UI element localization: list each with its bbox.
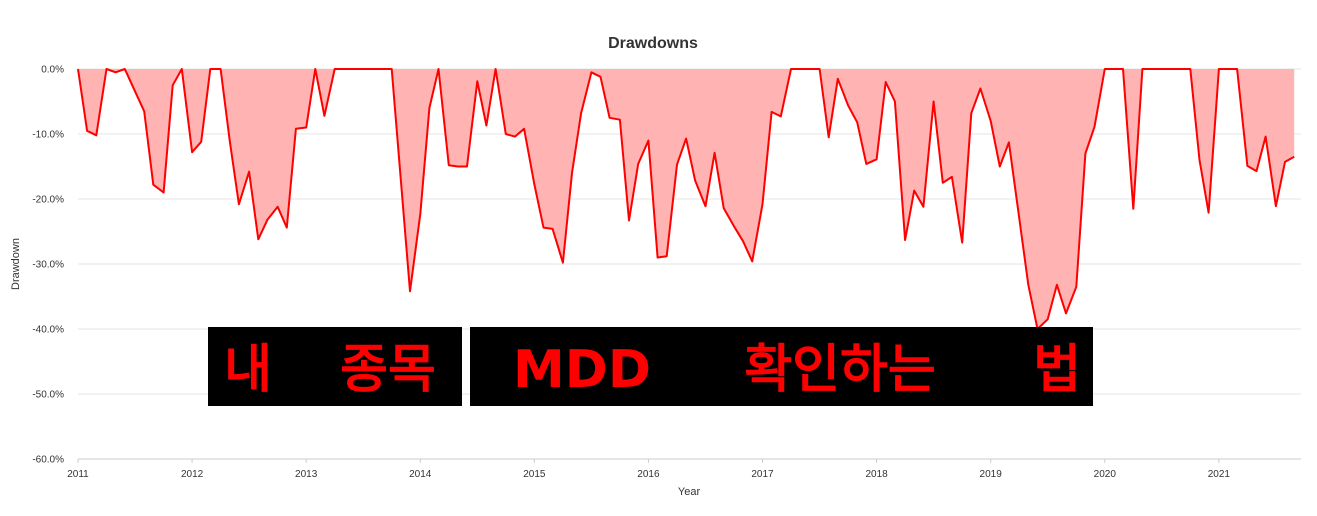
overlay-segment-text: 내 [224, 340, 272, 400]
y-axis-label: Drawdown [10, 238, 22, 290]
x-tick-label: 2013 [295, 469, 318, 480]
y-tick-label: -20.0% [32, 195, 64, 206]
y-tick-label: -50.0% [32, 390, 64, 401]
x-tick-label: 2020 [1094, 469, 1117, 480]
x-tick-label: 2015 [523, 469, 546, 480]
x-axis-ticks: 2011 2012 2013 2014 2015 2016 2017 2018 2019 2020… [67, 458, 1301, 480]
x-tick-label: 2017 [751, 469, 774, 480]
x-tick-label: 2019 [980, 469, 1003, 480]
y-tick-label: 0.0% [41, 65, 64, 76]
chart-title: Drawdowns [608, 35, 698, 52]
overlay-segment-text: MDD [513, 340, 651, 400]
x-axis-label: Year [678, 486, 701, 498]
drawdown-area [78, 69, 1295, 329]
drawdown-series [77, 68, 1295, 330]
x-tick-label: 2012 [181, 469, 204, 480]
overlay-segment-text: 법 [1033, 340, 1081, 400]
overlay-segment-box [985, 327, 1093, 406]
overlay-segment-box [279, 327, 462, 406]
y-axis-ticks: 0.0% -10.0% -20.0% -30.0% -40.0% -50.0% -60.0% [32, 65, 64, 466]
x-tick-label: 2021 [1208, 469, 1231, 480]
overlay-segment-box [694, 327, 985, 406]
overlay-segment-box [208, 327, 279, 406]
overlay-segment-text: 확인하는 [744, 340, 935, 400]
overlay-segment-text: 종목 [340, 340, 436, 400]
drawdown-line [77, 68, 1295, 330]
y-tick-label: -10.0% [32, 130, 64, 141]
x-tick-label: 2018 [865, 469, 888, 480]
x-tick-label: 2016 [637, 469, 660, 480]
x-tick-label: 2014 [409, 469, 432, 480]
y-tick-label: -60.0% [32, 455, 64, 466]
overlay-banner: 내 종목 MDD 확인하는 법 [208, 327, 1093, 406]
overlay-segment-box [470, 327, 694, 406]
y-tick-label: -40.0% [32, 325, 64, 336]
y-tick-label: -30.0% [32, 260, 64, 271]
x-tick-label: 2011 [67, 469, 89, 480]
